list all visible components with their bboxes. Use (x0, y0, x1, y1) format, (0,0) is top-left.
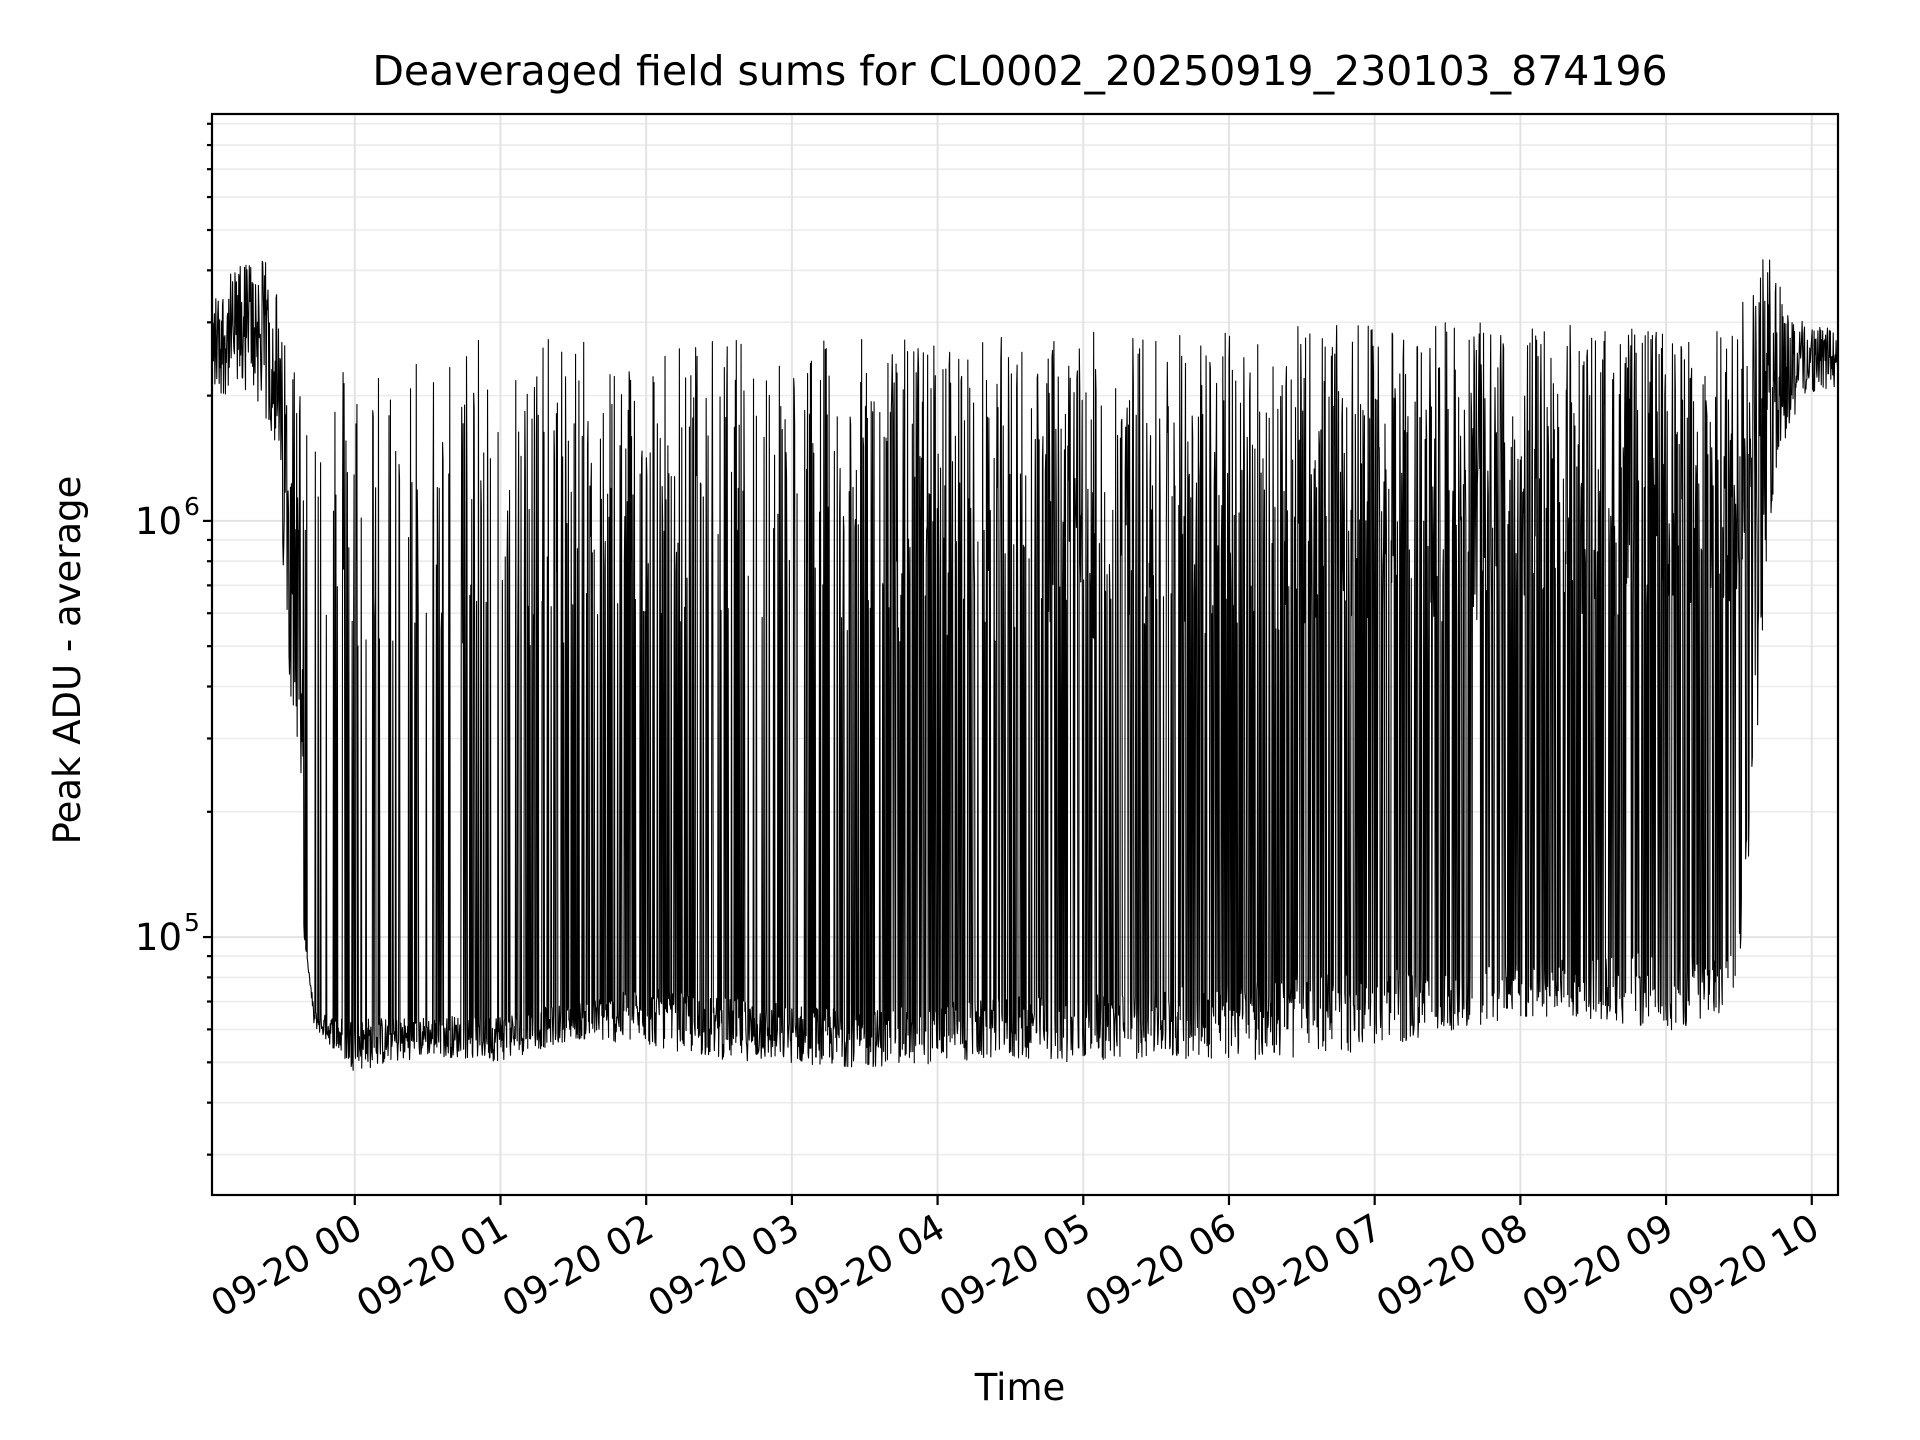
x-tick-label: 09-20 07 (1224, 1206, 1390, 1326)
x-tick-label: 09-20 02 (495, 1206, 661, 1326)
series-line (211, 259, 1839, 1071)
x-tick-label: 09-20 10 (1661, 1206, 1827, 1326)
x-tick-label: 09-20 08 (1369, 1206, 1535, 1326)
x-tick-label: 09-20 09 (1515, 1206, 1681, 1326)
y-tick-label: 10 (135, 916, 182, 959)
series-layer (211, 259, 1839, 1071)
x-tick-label: 09-20 05 (932, 1206, 1098, 1326)
y-tick-exponent: 5 (184, 908, 200, 937)
chart-title: Deaveraged field sums for CL0002_2025091… (372, 47, 1667, 95)
y-axis-label: Peak ADU - average (46, 476, 89, 845)
x-tick-label: 09-20 00 (204, 1206, 370, 1326)
x-tick-label: 09-20 03 (641, 1206, 807, 1326)
y-tick-label: 10 (135, 500, 182, 543)
x-tick-label: 09-20 01 (349, 1206, 515, 1326)
x-axis-label: Time (974, 1366, 1066, 1409)
x-tick-label: 09-20 04 (787, 1206, 953, 1326)
plot-frame (210, 112, 1840, 1197)
y-tick-exponent: 6 (184, 492, 200, 521)
x-tick-label: 09-20 06 (1078, 1206, 1244, 1326)
